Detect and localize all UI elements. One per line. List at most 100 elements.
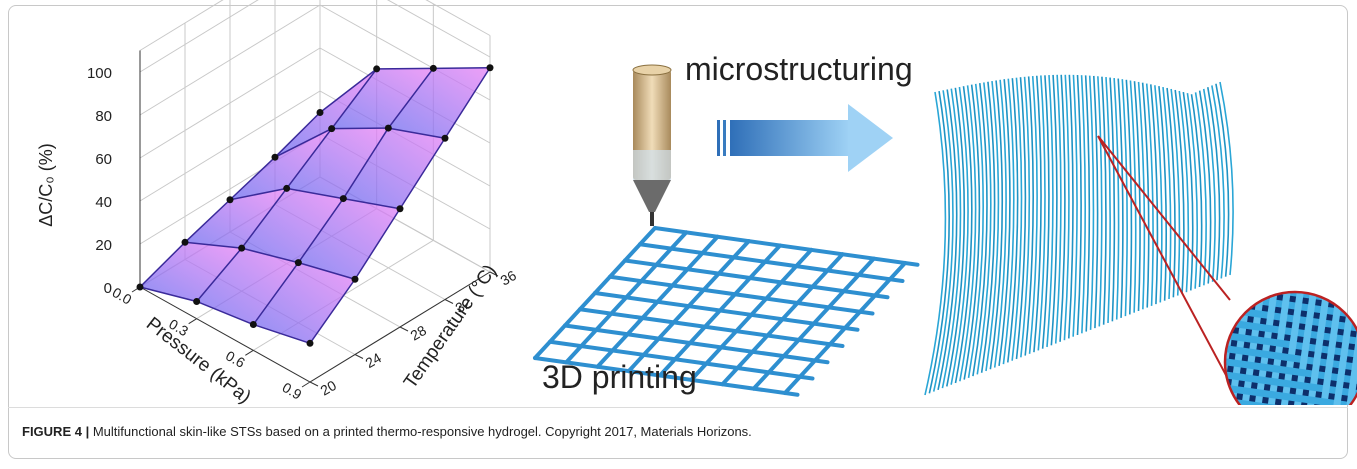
sheet-strand <box>1121 79 1128 317</box>
sheet-strand <box>967 83 984 378</box>
sheet-strand <box>1080 75 1086 334</box>
data-point <box>351 275 359 283</box>
sheet-strand <box>1037 75 1046 351</box>
sheet-strand <box>1198 90 1212 284</box>
caption-label: FIGURE 4 | <box>22 424 90 439</box>
z-tick-label: 0 <box>104 280 112 297</box>
y-tick-label: 36 <box>498 267 520 289</box>
sheet-strand <box>1088 75 1095 330</box>
axis-line <box>309 271 491 383</box>
tick-mark <box>444 299 454 304</box>
data-point <box>328 125 336 133</box>
printed-strand <box>751 256 876 391</box>
sheet-strand <box>1011 77 1023 361</box>
data-point <box>136 283 144 291</box>
sheet-strand <box>1046 75 1054 348</box>
sheet-strand <box>985 80 1000 372</box>
surface-patch <box>343 128 445 209</box>
sheet-strand <box>1162 86 1172 300</box>
data-point <box>271 153 279 161</box>
surface-patch <box>241 188 344 263</box>
data-point <box>396 205 404 213</box>
sheet-strand <box>1084 75 1091 332</box>
sheet-strand <box>1166 87 1176 298</box>
sheet-strand <box>976 82 992 375</box>
printed-strand <box>783 261 907 395</box>
sheet-strand <box>1174 89 1185 294</box>
tick-mark <box>354 354 364 359</box>
sheet-strand <box>998 79 1011 366</box>
mesh-sheet <box>924 74 1234 396</box>
caption: FIGURE 4 | Multifunctional skin-like STS… <box>22 424 752 439</box>
sheet-strand <box>1002 78 1015 365</box>
surface-patch <box>185 188 287 249</box>
data-point <box>339 195 347 203</box>
sheet-strand <box>1113 78 1120 320</box>
surface-patch <box>196 248 299 325</box>
sheet-strand <box>1117 78 1124 318</box>
sheet-strand <box>1067 74 1074 339</box>
mesh-line <box>184 241 356 280</box>
sheet-strand <box>1186 93 1199 289</box>
sheet-strand <box>963 84 981 380</box>
data-point <box>441 134 449 142</box>
sheet-strand <box>1137 81 1146 310</box>
data-point <box>316 109 324 116</box>
sheet-strand <box>1028 75 1038 354</box>
sheet-strand <box>1145 83 1154 306</box>
surface-patch <box>275 68 377 158</box>
separator <box>8 407 1348 408</box>
sheet-strand <box>932 90 954 392</box>
printed-strand <box>533 356 800 397</box>
sheet-strand <box>1194 92 1207 286</box>
sheet-strand <box>1154 85 1163 303</box>
data-point <box>193 297 201 305</box>
tick-mark <box>245 349 254 356</box>
sheet-strand <box>1054 74 1062 344</box>
surface-patch <box>388 67 490 139</box>
sheet-strand <box>1105 77 1111 324</box>
tick-mark <box>399 326 409 332</box>
printing-label: 3D printing <box>542 359 697 395</box>
tick-mark <box>301 381 311 388</box>
sheet-strand <box>946 87 966 387</box>
caption-text: Multifunctional skin-like STSs based on … <box>89 424 752 439</box>
box-edge <box>139 0 224 51</box>
x-tick-label: 0.9 <box>280 379 305 403</box>
magnified-strand <box>1225 383 1357 405</box>
sheet-strand <box>1024 76 1034 356</box>
sheet-strand <box>941 88 962 389</box>
printed-strand <box>548 339 815 381</box>
surface-patch <box>230 128 332 200</box>
axis-line <box>139 286 311 383</box>
sheet-strand <box>1170 88 1181 296</box>
data-point <box>373 65 381 73</box>
sheet-strand <box>937 89 958 391</box>
y-tick-label: 28 <box>408 322 430 344</box>
sheet-strand <box>924 91 947 396</box>
mesh-line <box>274 127 446 158</box>
sheet-strand <box>1149 84 1159 305</box>
sheet-strand <box>1101 76 1107 325</box>
sheet-strand <box>1178 90 1190 293</box>
printed-strand <box>720 252 845 387</box>
surface-patch <box>140 242 242 302</box>
magnified-strand <box>1225 396 1357 405</box>
grid-line <box>386 0 491 58</box>
sheet-strand <box>989 80 1004 370</box>
sheet-strand <box>1133 81 1141 312</box>
data-point <box>429 64 437 72</box>
sheet-strand <box>1072 74 1078 337</box>
magnified-strand <box>1340 296 1357 405</box>
y-tick-label: 20 <box>318 377 340 399</box>
sheet-strand <box>950 86 969 385</box>
x-tick-label: 0.6 <box>223 347 248 371</box>
z-tick-label: 100 <box>87 65 112 82</box>
z-tick-label: 20 <box>95 237 112 254</box>
arrow <box>717 104 893 172</box>
sheet-strand <box>1141 82 1150 308</box>
y-tick-label: 32 <box>453 294 475 316</box>
